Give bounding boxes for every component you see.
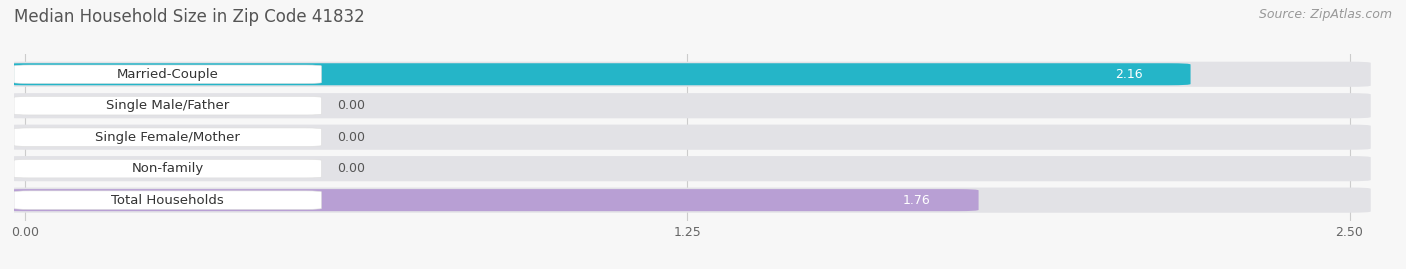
Text: 1.76: 1.76 [903, 194, 931, 207]
FancyBboxPatch shape [3, 156, 1371, 181]
Text: Married-Couple: Married-Couple [117, 68, 219, 81]
FancyBboxPatch shape [3, 189, 979, 211]
FancyBboxPatch shape [14, 97, 322, 115]
Text: 2.16: 2.16 [1115, 68, 1143, 81]
Text: Single Female/Mother: Single Female/Mother [96, 131, 240, 144]
Text: Single Male/Father: Single Male/Father [105, 99, 229, 112]
FancyBboxPatch shape [3, 187, 1371, 213]
FancyBboxPatch shape [3, 62, 1371, 87]
FancyBboxPatch shape [3, 63, 1191, 85]
Text: 0.00: 0.00 [337, 131, 366, 144]
FancyBboxPatch shape [14, 160, 322, 178]
Text: 0.00: 0.00 [337, 162, 366, 175]
FancyBboxPatch shape [3, 93, 1371, 118]
Text: Non-family: Non-family [132, 162, 204, 175]
FancyBboxPatch shape [14, 65, 322, 83]
FancyBboxPatch shape [14, 128, 322, 146]
Text: Median Household Size in Zip Code 41832: Median Household Size in Zip Code 41832 [14, 8, 364, 26]
Text: Source: ZipAtlas.com: Source: ZipAtlas.com [1258, 8, 1392, 21]
FancyBboxPatch shape [14, 191, 322, 209]
Text: Total Households: Total Households [111, 194, 224, 207]
FancyBboxPatch shape [3, 125, 1371, 150]
Text: 0.00: 0.00 [337, 99, 366, 112]
